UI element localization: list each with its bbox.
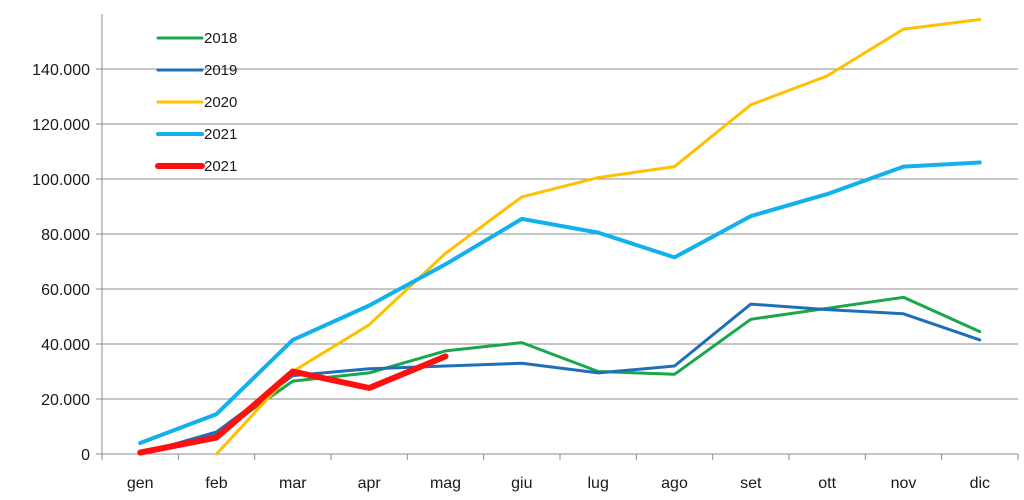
x-tick-label: nov — [891, 475, 917, 492]
gridlines — [102, 68, 1018, 400]
x-tick-label: ott — [818, 475, 836, 492]
series-line-2021 — [138, 160, 982, 445]
y-tick-label: 20.000 — [41, 392, 90, 409]
legend-label: 2018 — [204, 30, 237, 47]
x-tick-label: dic — [970, 475, 990, 492]
legend: 2018 2019 2020 2021 2021 — [155, 30, 237, 175]
y-tick-label: 100.000 — [32, 172, 90, 189]
x-tick-label: set — [740, 475, 762, 492]
series-line-2021-highlight — [137, 353, 449, 456]
series-lines — [137, 18, 982, 456]
x-tick-label: lug — [587, 475, 608, 492]
legend-label: 2020 — [204, 94, 237, 111]
series-line-2020 — [215, 18, 982, 456]
y-tick-label: 0 — [81, 447, 90, 464]
y-tick-label: 60.000 — [41, 282, 90, 299]
x-tick-label: mag — [430, 475, 461, 492]
y-tick-label: 40.000 — [41, 337, 90, 354]
y-tick-label: 120.000 — [32, 117, 90, 134]
y-tick-label: 140.000 — [32, 62, 90, 79]
y-axis-ticks: 0 20.000 40.000 60.000 80.000 100.000 120.000 1… — [32, 62, 102, 464]
x-tick-label: apr — [358, 475, 382, 492]
x-tick-label: mar — [279, 475, 307, 492]
legend-label: 2021 — [204, 126, 237, 143]
x-axis-ticks: gen feb mar apr mag giu lug ago set ott nov dic — [101, 454, 1019, 492]
x-tick-label: gen — [127, 475, 154, 492]
x-tick-label: ago — [661, 475, 688, 492]
legend-label: 2021 — [204, 158, 237, 175]
x-tick-label: feb — [205, 475, 227, 492]
x-tick-label: giu — [511, 475, 532, 492]
legend-label: 2019 — [204, 62, 237, 79]
series-line-2019 — [138, 302, 982, 456]
series-line-2018 — [138, 295, 982, 456]
y-tick-label: 80.000 — [41, 227, 90, 244]
